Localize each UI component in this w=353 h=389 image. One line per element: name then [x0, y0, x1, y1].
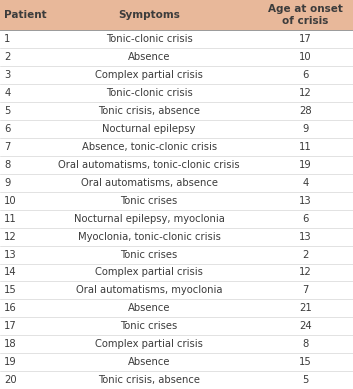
- Text: 13: 13: [4, 250, 17, 259]
- Text: 13: 13: [299, 196, 312, 206]
- Text: Complex partial crisis: Complex partial crisis: [95, 339, 203, 349]
- Text: 17: 17: [299, 35, 312, 44]
- Text: 10: 10: [299, 53, 312, 62]
- Text: Absence: Absence: [128, 303, 170, 313]
- Text: Absence: Absence: [128, 357, 170, 367]
- Text: 7: 7: [302, 286, 309, 295]
- Text: 5: 5: [302, 375, 309, 385]
- Text: 13: 13: [299, 231, 312, 242]
- Text: 16: 16: [4, 303, 17, 313]
- Bar: [0, 300, 353, 317]
- Text: 8: 8: [4, 160, 11, 170]
- Text: 2: 2: [4, 53, 11, 62]
- Text: 9: 9: [4, 178, 11, 188]
- Text: 12: 12: [299, 88, 312, 98]
- Bar: [0, 0, 353, 30]
- Text: 15: 15: [299, 357, 312, 367]
- Text: Patient: Patient: [4, 10, 47, 20]
- Text: 4: 4: [302, 178, 309, 188]
- Text: 14: 14: [4, 268, 17, 277]
- Bar: [0, 245, 353, 263]
- Bar: [0, 156, 353, 174]
- Text: 28: 28: [299, 106, 312, 116]
- Text: Oral automatisms, tonic-clonic crisis: Oral automatisms, tonic-clonic crisis: [58, 160, 240, 170]
- Text: 19: 19: [299, 160, 312, 170]
- Text: 5: 5: [4, 106, 11, 116]
- Bar: [0, 174, 353, 192]
- Text: 12: 12: [4, 231, 17, 242]
- Text: 21: 21: [299, 303, 312, 313]
- Text: 10: 10: [4, 196, 17, 206]
- Bar: [0, 102, 353, 120]
- Text: Nocturnal epilepsy: Nocturnal epilepsy: [102, 124, 196, 134]
- Text: Symptoms: Symptoms: [118, 10, 180, 20]
- Bar: [0, 263, 353, 282]
- Text: 8: 8: [302, 339, 309, 349]
- Text: Complex partial crisis: Complex partial crisis: [95, 268, 203, 277]
- Bar: [0, 335, 353, 353]
- Text: 6: 6: [302, 70, 309, 80]
- Text: Tonic crises: Tonic crises: [120, 196, 178, 206]
- Text: 15: 15: [4, 286, 17, 295]
- Text: 12: 12: [299, 268, 312, 277]
- Text: Oral automatisms, absence: Oral automatisms, absence: [80, 178, 218, 188]
- Bar: [0, 48, 353, 67]
- Text: Tonic crisis, absence: Tonic crisis, absence: [98, 375, 200, 385]
- Text: 7: 7: [4, 142, 11, 152]
- Text: Tonic crisis, absence: Tonic crisis, absence: [98, 106, 200, 116]
- Bar: [0, 67, 353, 84]
- Bar: [0, 371, 353, 389]
- Bar: [0, 210, 353, 228]
- Text: 4: 4: [4, 88, 11, 98]
- Text: Myoclonia, tonic-clonic crisis: Myoclonia, tonic-clonic crisis: [78, 231, 221, 242]
- Text: Nocturnal epilepsy, myoclonia: Nocturnal epilepsy, myoclonia: [74, 214, 225, 224]
- Text: 1: 1: [4, 35, 11, 44]
- Bar: [0, 317, 353, 335]
- Bar: [0, 138, 353, 156]
- Text: 17: 17: [4, 321, 17, 331]
- Text: 19: 19: [4, 357, 17, 367]
- Text: 3: 3: [4, 70, 11, 80]
- Bar: [0, 192, 353, 210]
- Text: Absence, tonic-clonic crisis: Absence, tonic-clonic crisis: [82, 142, 217, 152]
- Text: 20: 20: [4, 375, 17, 385]
- Bar: [0, 228, 353, 245]
- Bar: [0, 353, 353, 371]
- Text: Tonic-clonic crisis: Tonic-clonic crisis: [106, 35, 192, 44]
- Text: Tonic-clonic crisis: Tonic-clonic crisis: [106, 88, 192, 98]
- Bar: [0, 282, 353, 300]
- Text: 2: 2: [302, 250, 309, 259]
- Bar: [0, 30, 353, 48]
- Text: 24: 24: [299, 321, 312, 331]
- Text: 11: 11: [299, 142, 312, 152]
- Bar: [0, 120, 353, 138]
- Text: 9: 9: [302, 124, 309, 134]
- Text: 11: 11: [4, 214, 17, 224]
- Text: 6: 6: [302, 214, 309, 224]
- Text: Absence: Absence: [128, 53, 170, 62]
- Text: Complex partial crisis: Complex partial crisis: [95, 70, 203, 80]
- Text: Oral automatisms, myoclonia: Oral automatisms, myoclonia: [76, 286, 222, 295]
- Bar: [0, 84, 353, 102]
- Text: 18: 18: [4, 339, 17, 349]
- Text: Age at onset
of crisis: Age at onset of crisis: [268, 4, 343, 26]
- Text: Tonic crises: Tonic crises: [120, 250, 178, 259]
- Text: 6: 6: [4, 124, 11, 134]
- Text: Tonic crises: Tonic crises: [120, 321, 178, 331]
